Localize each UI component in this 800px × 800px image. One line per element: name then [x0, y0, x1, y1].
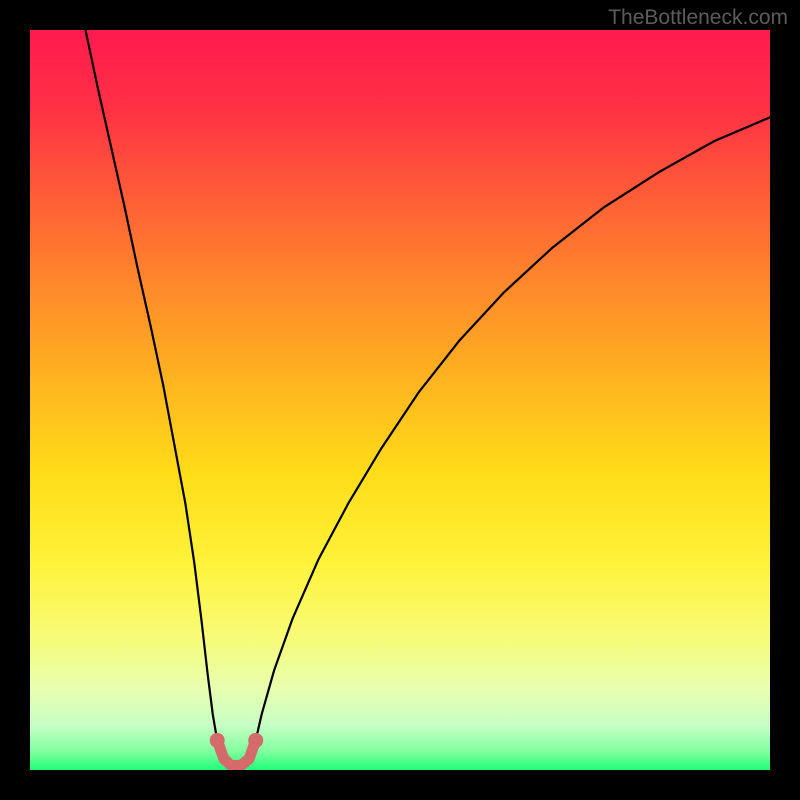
chart-container: TheBottleneck.com: [0, 0, 800, 800]
bottleneck-chart: [30, 30, 770, 770]
highlight-endpoint-right: [248, 733, 263, 748]
chart-background: [30, 30, 770, 770]
watermark-text: TheBottleneck.com: [608, 6, 788, 30]
highlight-endpoint-left: [210, 733, 225, 748]
plot-area: [30, 30, 770, 770]
